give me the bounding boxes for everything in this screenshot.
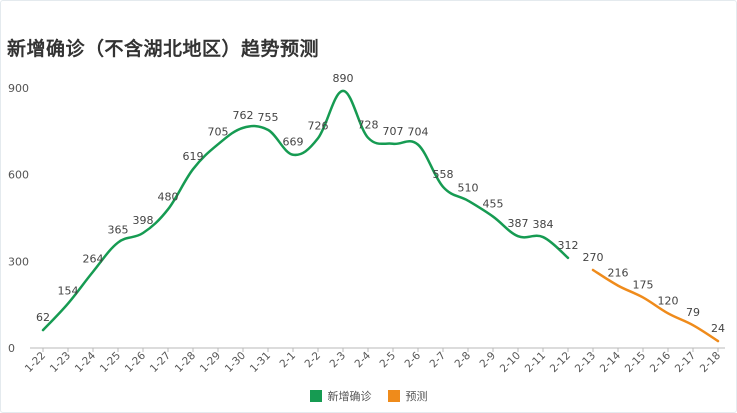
x-tick-label: 1-26 [123, 349, 149, 375]
x-tick-label: 1-25 [98, 350, 123, 375]
data-label-confirmed: 726 [308, 119, 329, 132]
x-tick-label: 1-28 [173, 350, 198, 375]
x-tick-label: 2-7 [428, 350, 449, 371]
data-label-confirmed: 728 [358, 119, 379, 132]
data-label-confirmed: 762 [233, 109, 254, 122]
legend-label-confirmed: 新增确诊 [327, 390, 372, 403]
data-label-confirmed: 480 [158, 190, 179, 203]
data-label-confirmed: 705 [208, 125, 229, 138]
data-label-confirmed: 890 [333, 72, 354, 85]
data-label-confirmed: 387 [508, 217, 529, 230]
legend-item-forecast[interactable]: 预测 [387, 388, 428, 404]
x-tick-label: 2-13 [573, 350, 598, 375]
data-label-confirmed: 154 [58, 285, 79, 298]
x-tick-label: 2-10 [498, 350, 523, 375]
y-tick-label: 300 [8, 255, 29, 268]
series-line-forecast [591, 268, 720, 343]
data-label-confirmed: 312 [558, 239, 579, 252]
data-label-confirmed: 558 [433, 168, 454, 181]
x-tick-label: 2-9 [478, 350, 499, 371]
data-label-confirmed: 669 [283, 136, 304, 149]
x-tick-label: 2-6 [403, 349, 424, 370]
data-label-confirmed: 619 [183, 150, 204, 163]
data-label-confirmed: 264 [83, 253, 104, 266]
legend-swatch-confirmed [309, 390, 322, 402]
data-label-confirmed: 384 [533, 218, 554, 231]
x-tick-label: 2-2 [303, 350, 324, 371]
legend-item-confirmed[interactable]: 新增确诊 [309, 388, 372, 404]
x-tick-label: 1-30 [223, 350, 248, 375]
x-tick-label: 2-1 [278, 350, 299, 371]
x-tick-label: 2-15 [623, 350, 648, 375]
x-tick-label: 2-14 [598, 349, 624, 375]
data-label-confirmed: 455 [483, 198, 504, 211]
x-tick-label: 2-4 [353, 349, 374, 370]
chart-title: 新增确诊（不含湖北地区）趋势预测 [7, 38, 320, 60]
data-label-forecast: 270 [583, 251, 604, 264]
chart-legend: 新增确诊 预测 [0, 388, 737, 404]
legend-label-forecast: 预测 [405, 390, 428, 403]
x-tick-label: 1-22 [23, 350, 48, 375]
data-label-confirmed: 510 [458, 182, 479, 195]
x-tick-label: 2-3 [328, 350, 349, 371]
x-tick-label: 2-16 [648, 349, 674, 375]
data-label-forecast: 175 [633, 278, 654, 291]
x-tick-label: 2-11 [523, 350, 548, 375]
y-tick-label: 900 [8, 82, 29, 95]
data-label-confirmed: 704 [408, 126, 429, 139]
series-line-confirmed [41, 89, 570, 332]
data-label-confirmed: 755 [258, 111, 279, 124]
data-label-forecast: 79 [686, 306, 700, 319]
data-label-confirmed: 707 [383, 125, 404, 138]
data-label-confirmed: 398 [133, 214, 154, 227]
x-tick-label: 1-23 [48, 350, 73, 375]
data-label-confirmed: 62 [36, 311, 50, 324]
x-tick-label: 2-8 [453, 350, 474, 371]
data-label-forecast: 24 [711, 322, 725, 335]
x-tick-label: 2-18 [698, 350, 723, 375]
x-tick-label: 1-24 [73, 349, 99, 375]
x-tick-label: 1-27 [148, 350, 173, 375]
legend-swatch-forecast [387, 390, 400, 402]
data-label-forecast: 120 [658, 294, 679, 307]
data-label-confirmed: 365 [108, 224, 129, 237]
x-tick-label: 2-5 [378, 350, 399, 371]
y-tick-label: 0 [8, 342, 15, 355]
x-tick-label: 1-29 [198, 350, 223, 375]
x-tick-label: 2-12 [548, 350, 573, 375]
data-label-forecast: 216 [608, 267, 629, 280]
x-tick-label: 2-17 [673, 350, 698, 375]
y-tick-label: 600 [8, 169, 29, 182]
x-tick-label: 1-31 [248, 350, 273, 375]
